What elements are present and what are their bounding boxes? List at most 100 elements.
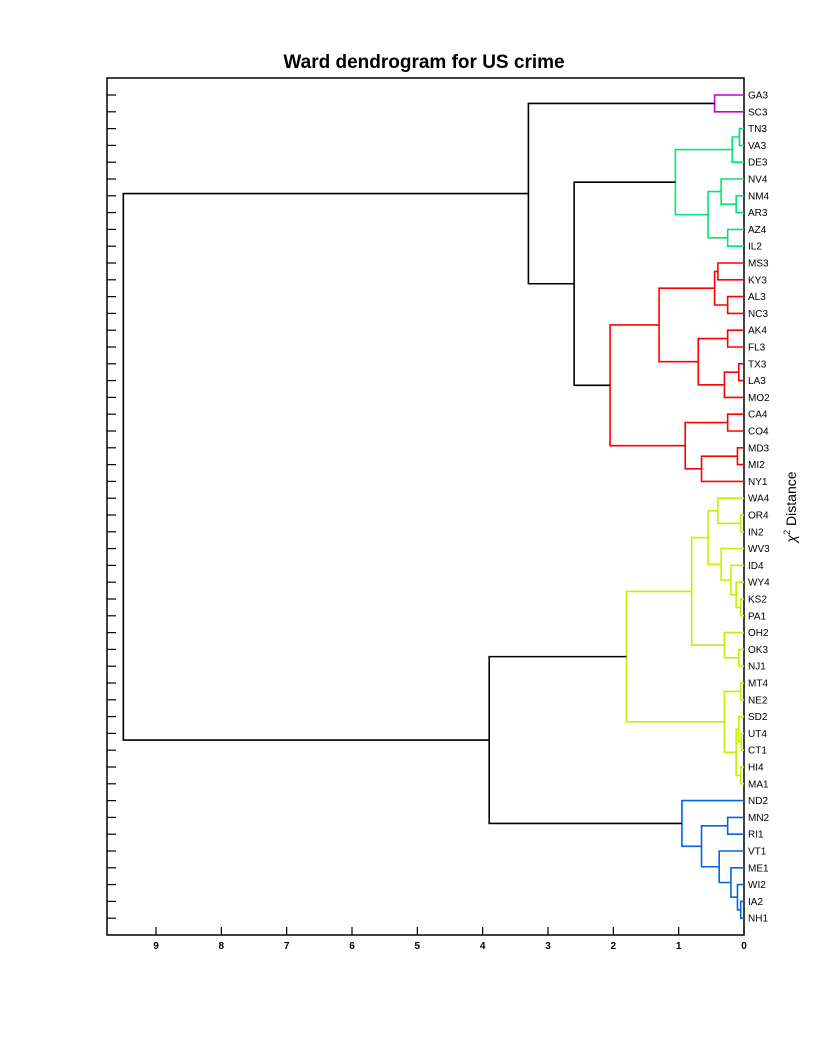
leaf-label-ga3: GA3	[748, 91, 768, 102]
x-tick-label-6: 6	[349, 941, 355, 952]
leaf-label-la3: LA3	[748, 376, 766, 387]
leaf-label-ut4: UT4	[748, 729, 767, 740]
leaf-label-wy4: WY4	[748, 578, 770, 589]
leaf-label-ne2: NE2	[748, 695, 768, 706]
branch-c1	[713, 94, 744, 113]
leaf-label-sd2: SD2	[748, 712, 768, 723]
branch-c3	[731, 136, 744, 163]
branch-c13	[737, 363, 744, 382]
branch-c2	[738, 127, 744, 147]
x-tick-label-7: 7	[284, 941, 290, 952]
branch-c29	[720, 547, 744, 581]
branch-c48	[488, 655, 682, 825]
axis-title-text: Distance	[783, 471, 799, 530]
x-tick-label-3: 3	[545, 941, 551, 952]
x-tick-label-1: 1	[676, 941, 682, 952]
leaf-label-oh2: OH2	[748, 628, 769, 639]
x-tick-label-5: 5	[415, 941, 421, 952]
chart-title: Ward dendrogram for US crime	[283, 52, 564, 73]
x-tick-label-0: 0	[741, 941, 747, 952]
branch-c16	[658, 287, 715, 363]
leaf-label-tn3: TN3	[748, 124, 767, 135]
leaf-label-ma1: MA1	[748, 779, 769, 790]
leaf-label-nc3: NC3	[748, 309, 768, 320]
leaf-label-me1: ME1	[748, 863, 769, 874]
leaf-label-wv3: WV3	[748, 544, 770, 555]
branch-c6	[726, 228, 744, 247]
leaf-label-mt4: MT4	[748, 679, 768, 690]
leaf-label-ca4: CA4	[748, 410, 768, 421]
leaf-label-nv4: NV4	[748, 175, 768, 186]
leaf-label-ct1: CT1	[748, 746, 767, 757]
branch-c7	[707, 190, 728, 239]
leaf-label-mn2: MN2	[748, 813, 770, 824]
branch-c41	[726, 816, 744, 835]
leaf-label-ks2: KS2	[748, 595, 767, 606]
branch-c14	[723, 371, 744, 399]
branch-c25	[717, 497, 744, 525]
leaf-label-hi4: HI4	[748, 763, 764, 774]
x-tick-label-2: 2	[611, 941, 617, 952]
branch-c47	[681, 799, 744, 848]
branch-c49	[122, 192, 529, 741]
branch-c40	[625, 590, 725, 723]
leaf-label-nh1: NH1	[748, 914, 768, 925]
branch-c43	[736, 883, 744, 911]
plot-frame	[106, 77, 745, 936]
leaf-label-nd2: ND2	[748, 796, 768, 807]
branch-c18	[736, 447, 744, 466]
leaf-label-mi2: MI2	[748, 460, 765, 471]
leaf-label-or4: OR4	[748, 511, 769, 522]
leaf-label-ny1: NY1	[748, 477, 768, 488]
leaf-label-nm4: NM4	[748, 191, 770, 202]
leaf-label-il2: IL2	[748, 242, 762, 253]
leaf-label-wi2: WI2	[748, 880, 766, 891]
branch-c15	[697, 337, 728, 386]
leaf-label-vt1: VT1	[748, 847, 767, 858]
branch-c22	[573, 181, 676, 387]
leaf-label-in2: IN2	[748, 527, 764, 538]
x-tick-label-8: 8	[219, 941, 225, 952]
branch-c30	[707, 510, 722, 566]
leaf-label-az4: AZ4	[748, 225, 767, 236]
left-tick-marks	[107, 94, 116, 919]
branch-c10	[726, 295, 744, 315]
leaf-label-sc3: SC3	[748, 107, 768, 118]
branch-c17	[726, 413, 744, 432]
leaf-label-va3: VA3	[748, 141, 767, 152]
branch-c20	[684, 421, 728, 470]
branch-c31	[737, 648, 744, 667]
leaf-label-ak4: AK4	[748, 326, 767, 337]
leaf-label-ky3: KY3	[748, 275, 767, 286]
branch-c32	[723, 631, 744, 659]
leaf-label-ia2: IA2	[748, 897, 763, 908]
branch-c12	[726, 329, 744, 348]
branch-c21	[609, 324, 686, 447]
leaf-label-ok3: OK3	[748, 645, 768, 656]
axis-title-chi-symbol: χ	[783, 535, 799, 545]
x-axis-ticks: 9 8 7 6 5 4 3 2 1 0	[153, 927, 747, 952]
x-tick-label-4: 4	[480, 941, 486, 952]
leaf-label-mo2: MO2	[748, 393, 770, 404]
leaf-label-fl3: FL3	[748, 343, 766, 354]
leaf-label-ar3: AR3	[748, 208, 768, 219]
dendrogram-branches	[122, 94, 744, 919]
branch-c35	[740, 732, 744, 751]
leaf-labels: GA3 SC3 TN3 VA3 DE3 NV4 NM4 AR3 AZ4 IL2 MS3 KY3 AL3 N…	[748, 91, 770, 925]
leaf-label-md3: MD3	[748, 443, 770, 454]
branch-c23	[527, 102, 715, 285]
leaf-label-pa1: PA1	[748, 611, 767, 622]
leaf-label-ms3: MS3	[748, 259, 769, 270]
branch-c28	[730, 564, 744, 596]
leaf-label-tx3: TX3	[748, 359, 767, 370]
x-tick-label-9: 9	[153, 941, 159, 952]
leaf-label-ri1: RI1	[748, 830, 764, 841]
leaf-label-al3: AL3	[748, 292, 766, 303]
branch-c5	[720, 178, 744, 205]
axis-title-superscript: 2	[782, 530, 792, 535]
leaf-label-nj1: NJ1	[748, 662, 766, 673]
leaf-label-de3: DE3	[748, 158, 768, 169]
leaf-label-wa4: WA4	[748, 494, 770, 505]
x-axis-title: χ2 Distance	[782, 471, 799, 544]
branch-c4	[735, 195, 744, 214]
